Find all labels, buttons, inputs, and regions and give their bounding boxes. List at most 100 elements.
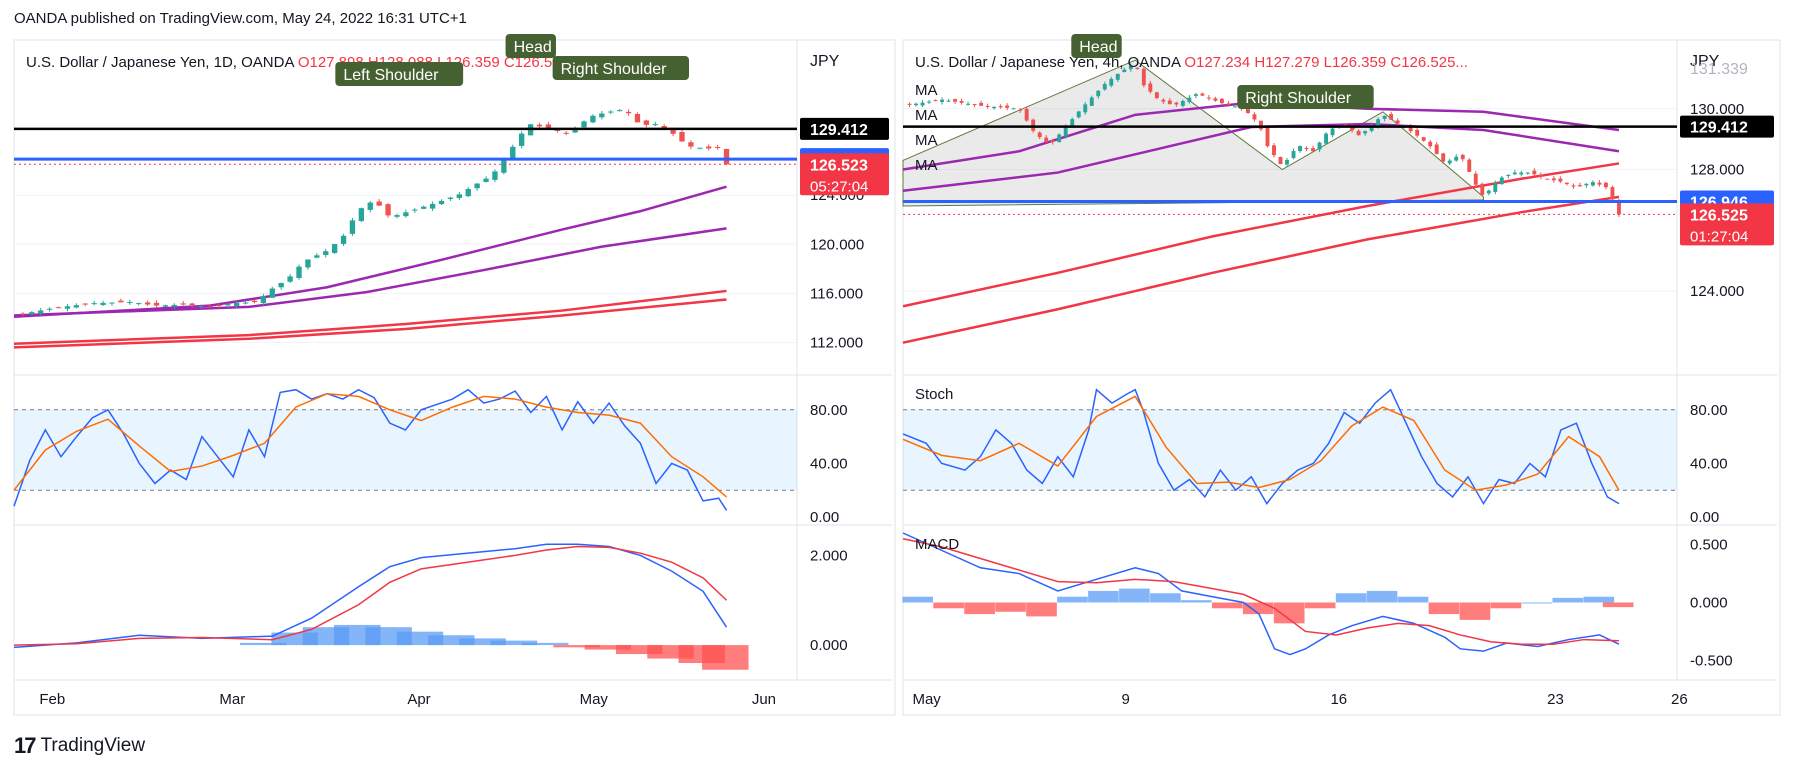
candle-body	[29, 312, 35, 315]
candle-body	[1506, 174, 1511, 176]
candle-body	[1376, 119, 1381, 128]
candle-body	[1174, 102, 1179, 105]
macd-histogram-bar	[615, 645, 663, 655]
candle-body	[153, 302, 160, 306]
candle-body	[1467, 159, 1472, 172]
candle-body	[1285, 159, 1289, 165]
candle-body	[1428, 141, 1433, 147]
candle-body	[1128, 65, 1133, 70]
x-tick-label: May	[912, 691, 941, 708]
candle-body	[1304, 148, 1309, 150]
candle-body	[1265, 127, 1270, 147]
macd-histogram-bar	[1304, 602, 1336, 609]
candle-body	[216, 304, 222, 306]
macd-histogram-bar	[1119, 588, 1150, 603]
macd-histogram-bar	[1180, 600, 1212, 603]
stoch-y-tick: 40.00	[1690, 455, 1728, 472]
macd-histogram-bar	[1088, 590, 1119, 603]
pattern-label-bg	[1237, 85, 1374, 109]
pattern-label-bg	[505, 34, 556, 58]
candle-body	[20, 313, 26, 315]
macd-histogram-bar	[584, 645, 632, 650]
stoch-k-line	[13, 388, 728, 511]
candle-body	[55, 307, 62, 309]
macd-histogram-bar	[1026, 602, 1057, 617]
macd-histogram-bar	[1397, 596, 1429, 603]
candle-body	[1493, 182, 1498, 192]
candle-body	[1558, 178, 1563, 182]
x-tick-label: 9	[1121, 691, 1129, 708]
candle-body	[1161, 99, 1166, 102]
stoch-d-line	[13, 392, 728, 498]
macd-histogram-bar	[1602, 602, 1634, 608]
candle-body	[136, 303, 142, 305]
price-tag-126.525: 126.525	[1690, 207, 1748, 224]
price-tag-126.523: 126.523	[810, 157, 868, 174]
candle-body	[979, 102, 984, 106]
candle-body	[1369, 125, 1374, 131]
candle-body	[519, 133, 525, 146]
candle-body	[1148, 83, 1153, 92]
candle-body	[287, 276, 293, 282]
candle-body	[966, 103, 971, 105]
candle-body	[1135, 67, 1140, 69]
currency-label: JPY	[810, 53, 840, 70]
candle-body	[358, 208, 365, 222]
ohlc-h: H127.279	[1254, 54, 1323, 71]
macd-y-tick: 0.000	[810, 637, 848, 654]
candle-body	[1389, 114, 1394, 120]
x-tick-label: 16	[1330, 691, 1347, 708]
chart-daily: 112.000116.000120.000124.000JPY129.41212…	[13, 34, 892, 708]
pattern-label-bg	[1071, 34, 1122, 58]
candle-body	[933, 100, 938, 102]
candle-body	[697, 147, 703, 149]
chart-title: U.S. Dollar / Japanese Yen, 1D, OANDA O1…	[26, 54, 569, 71]
candle-body	[599, 113, 605, 118]
candle-body	[127, 302, 133, 304]
macd-histogram-bar	[240, 642, 287, 646]
candle-body	[1232, 106, 1237, 108]
candle-body	[1460, 154, 1465, 160]
candle-body	[483, 178, 489, 182]
candle-body	[927, 101, 931, 103]
macd-histogram-bar	[1366, 590, 1398, 603]
candle-body	[233, 303, 240, 306]
candle-body	[38, 310, 44, 314]
macd-histogram-bar	[521, 642, 569, 646]
macd-histogram-bar	[490, 640, 538, 646]
macd-histogram-bar	[1150, 593, 1181, 603]
candle-body	[972, 104, 977, 106]
candle-body	[1044, 137, 1049, 143]
price-tag-129.412: 129.412	[810, 122, 868, 139]
candle-body	[914, 103, 918, 106]
candle-body	[1480, 183, 1485, 195]
candle-body	[403, 212, 409, 217]
candle-body	[1525, 172, 1530, 174]
currency-label: JPY	[1690, 53, 1720, 70]
candle-body	[1005, 105, 1010, 108]
ma-line-3	[902, 162, 1620, 308]
stoch-y-tick: 0.00	[810, 509, 839, 526]
candle-body	[269, 288, 275, 298]
ma-line-4	[13, 298, 727, 349]
y-tick-label: 116.000	[810, 285, 863, 302]
macd-histogram-bar	[1335, 593, 1367, 603]
macd-histogram-bar	[702, 645, 749, 670]
macd-y-tick: 0.000	[1690, 595, 1728, 612]
pattern-label-right-shoulder: Right Shoulder	[561, 61, 668, 78]
candle-body	[920, 102, 925, 106]
macd-y-tick: 2.000	[810, 547, 848, 564]
candle-body	[1571, 185, 1576, 187]
candle-body	[1018, 109, 1023, 111]
candle-body	[1096, 90, 1101, 97]
candle-body	[634, 113, 641, 123]
left-chart-frame	[13, 39, 896, 716]
candle-body	[1050, 140, 1055, 143]
x-tick-label: 23	[1547, 691, 1564, 708]
ohlc-l: L126.359	[1324, 54, 1391, 71]
stoch-y-tick: 80.00	[1690, 402, 1728, 419]
candle-body	[1545, 178, 1550, 180]
candle-body	[545, 124, 552, 129]
candle-body	[1089, 97, 1094, 106]
